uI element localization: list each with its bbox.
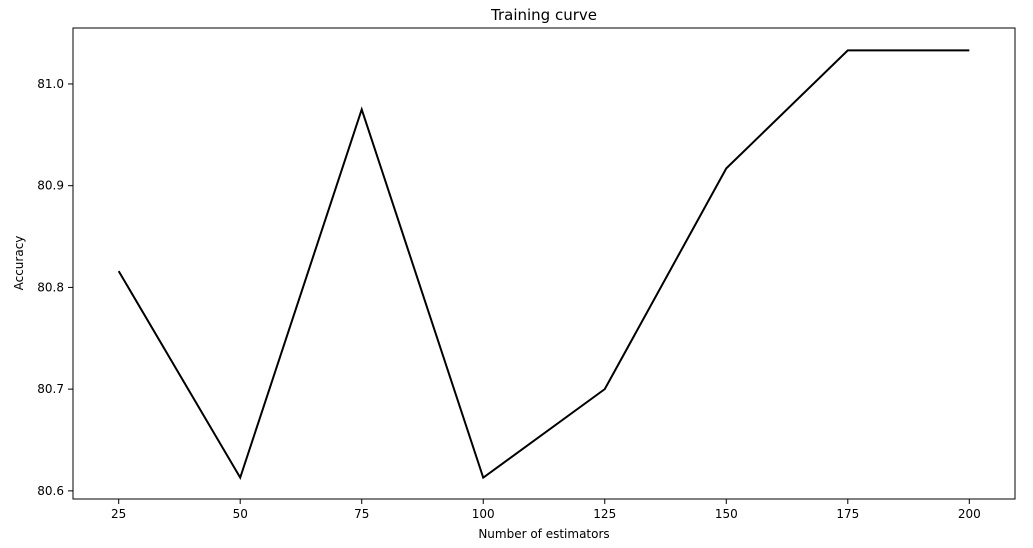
y-tick-label: 80.7	[37, 382, 64, 396]
y-tick-label: 80.6	[37, 484, 64, 498]
x-tick-label: 200	[958, 507, 981, 521]
x-tick-label: 125	[593, 507, 616, 521]
x-tick-label: 175	[836, 507, 859, 521]
y-axis: 80.6 80.7 80.8 80.9 81.0	[37, 77, 73, 498]
x-tick-label: 100	[472, 507, 495, 521]
x-tick-label: 50	[233, 507, 248, 521]
accuracy-line	[117, 49, 970, 481]
x-tick-label: 75	[354, 507, 369, 521]
x-axis: 25 50 75 100 125 150 175 200	[111, 499, 981, 521]
x-tick-label: 25	[111, 507, 126, 521]
x-tick-label: 150	[715, 507, 738, 521]
chart-title: Training curve	[490, 6, 597, 24]
x-axis-label: Number of estimators	[478, 527, 609, 541]
y-tick-label: 80.9	[37, 179, 64, 193]
plot-frame	[72, 27, 1016, 500]
y-tick-label: 80.8	[37, 280, 64, 294]
y-axis-label: Accuracy	[12, 236, 26, 291]
y-tick-label: 81.0	[37, 77, 64, 91]
